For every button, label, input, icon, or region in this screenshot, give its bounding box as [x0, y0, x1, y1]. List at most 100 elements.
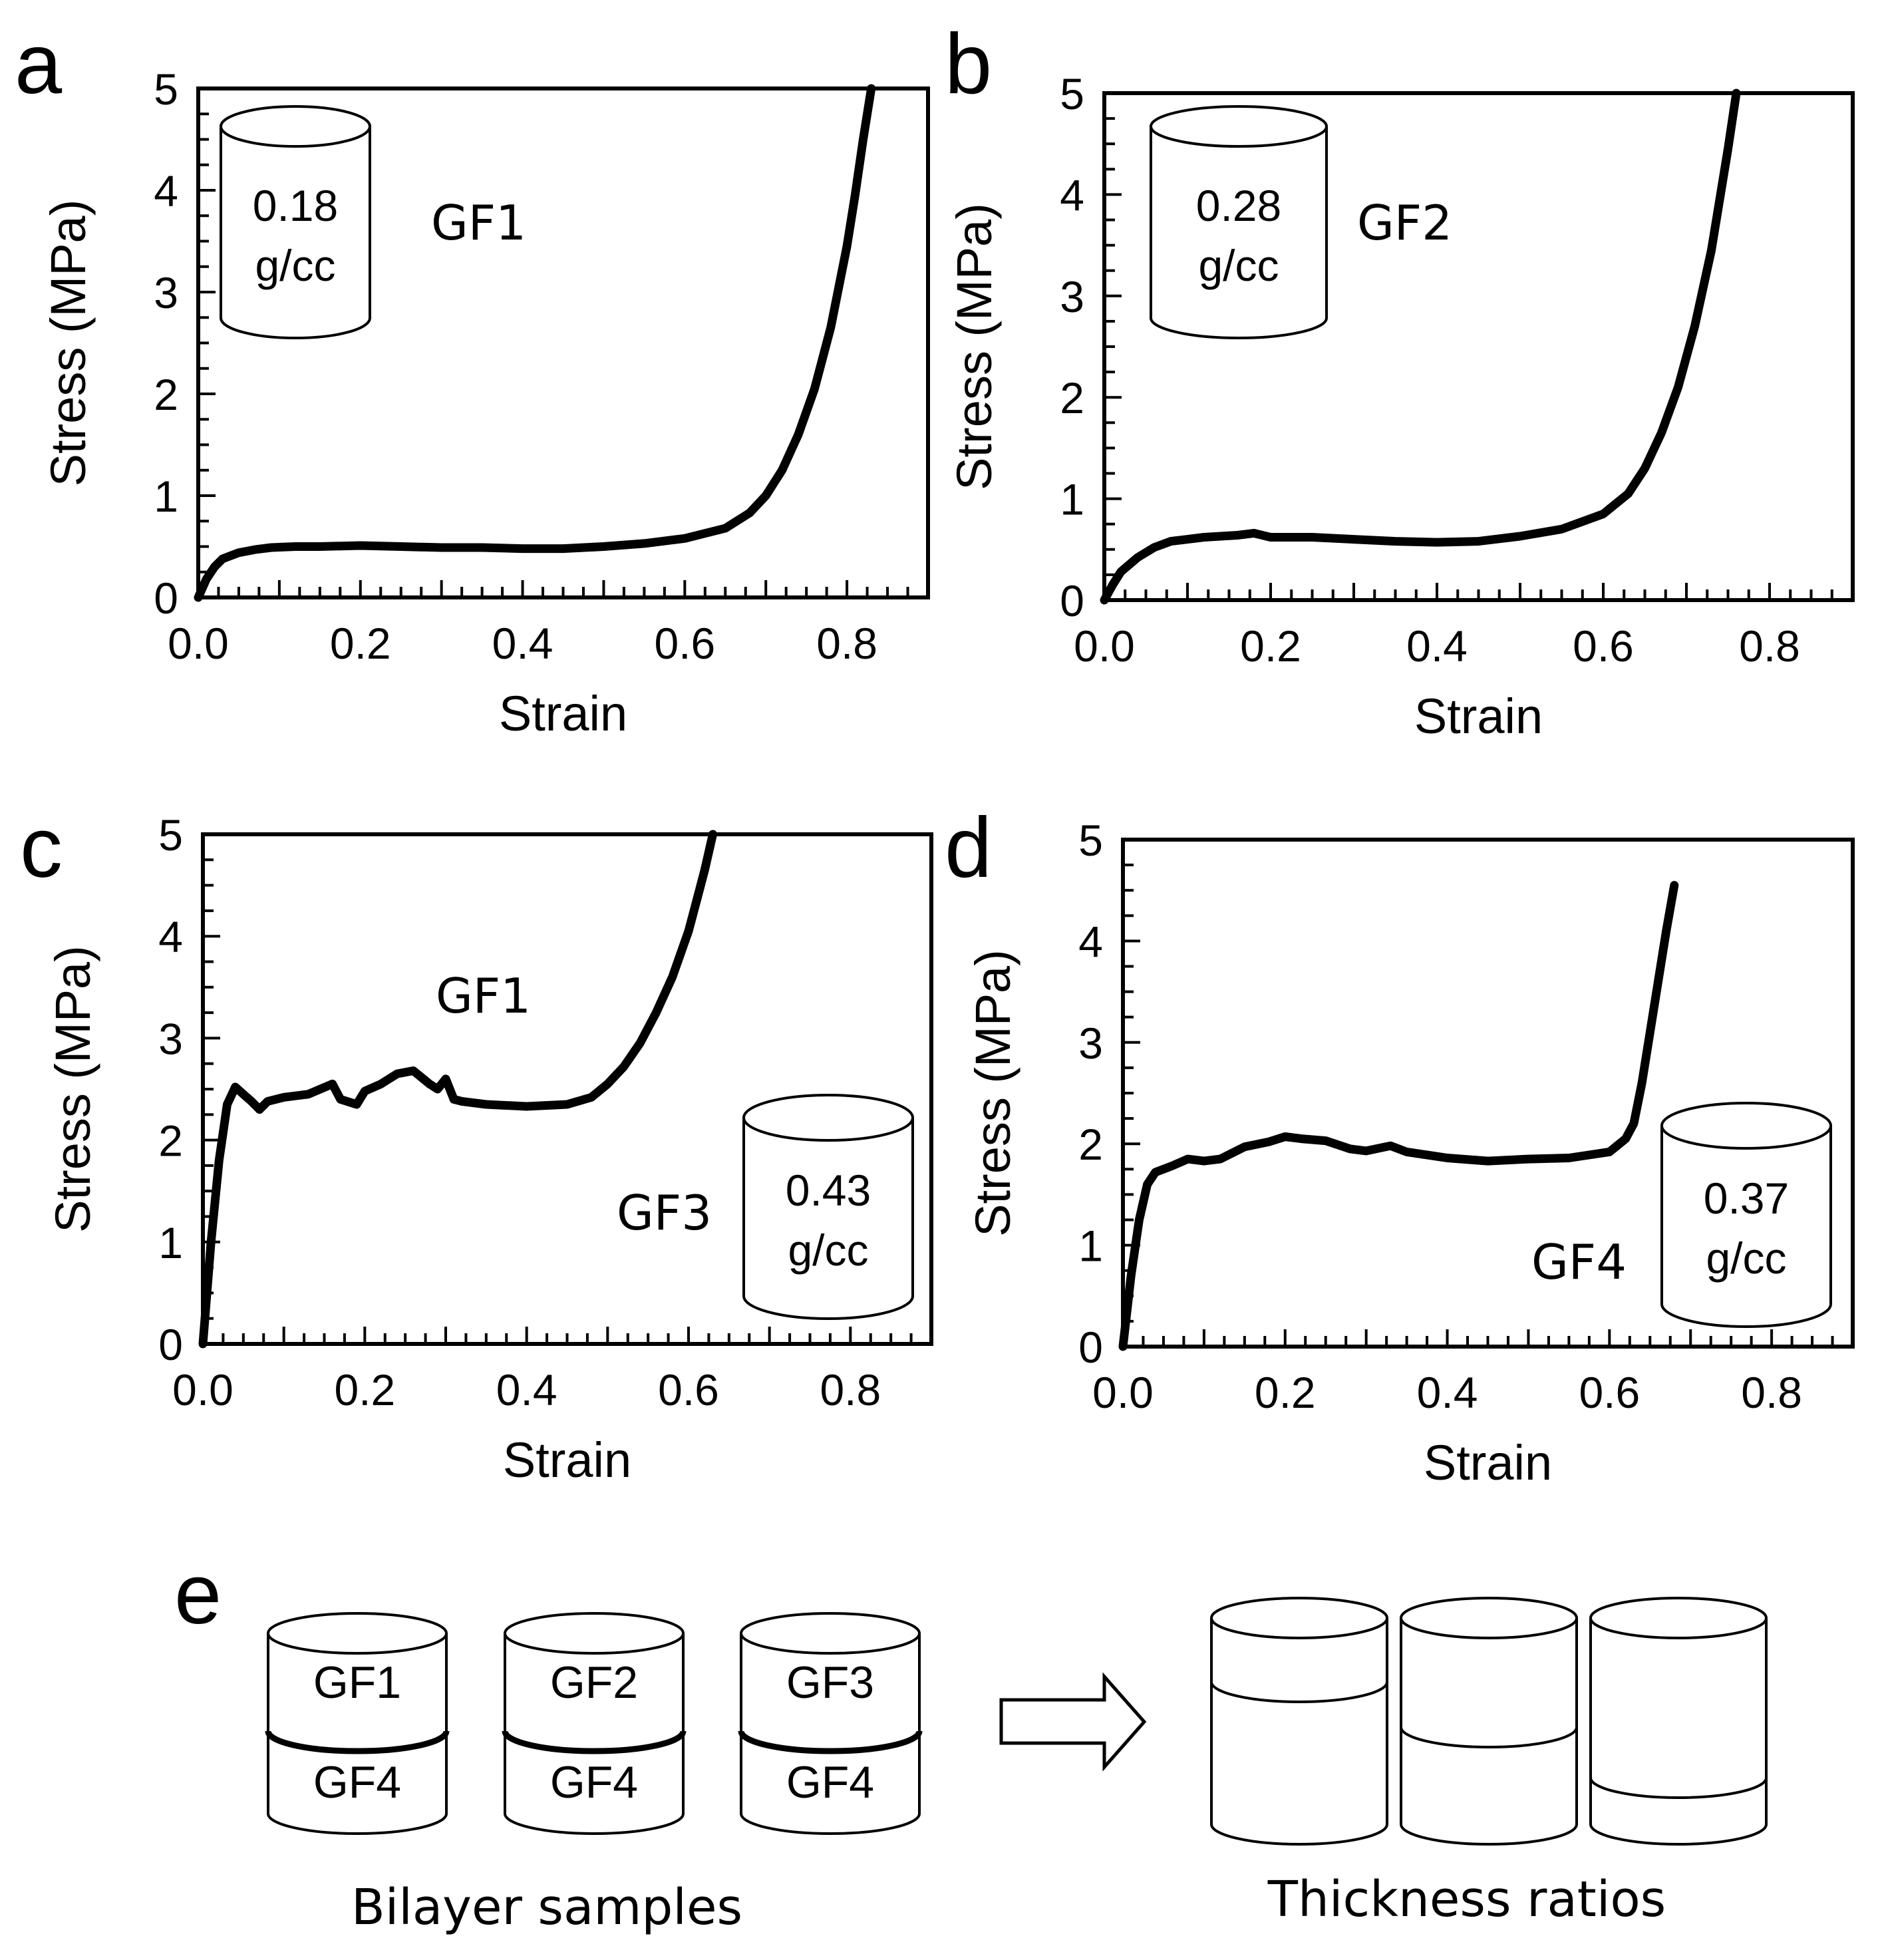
y-tick-label: 5 — [154, 65, 178, 114]
x-axis-title: Strain — [503, 1432, 631, 1488]
density-unit: g/cc — [788, 1225, 868, 1275]
y-tick-label: 0 — [154, 573, 178, 623]
density-value: 0.43 — [786, 1166, 871, 1215]
layer-interface — [1400, 1726, 1578, 1748]
stress-strain-line — [1100, 88, 1741, 605]
x-tick-label: 0.0 — [1092, 1368, 1154, 1417]
x-tick-label: 0.8 — [820, 1365, 881, 1414]
y-tick-label: 1 — [158, 1218, 183, 1267]
y-tick-label: 5 — [1078, 816, 1103, 865]
density-cylinder-icon: 0.37 g/cc — [1660, 1102, 1832, 1328]
y-tick-label: 3 — [1078, 1019, 1103, 1068]
y-axis-title: Stress (MPa) — [965, 949, 1020, 1237]
x-tick-label: 0.6 — [654, 619, 715, 668]
bilayer-cylinder-icon: GF1 GF4 — [265, 1612, 450, 1835]
bottom-layer-label: GF4 — [313, 1757, 401, 1808]
cylinder-body — [1589, 1618, 1768, 1846]
top-layer-label: GF1 — [313, 1657, 401, 1708]
cylinder-top — [1210, 1597, 1388, 1639]
cylinder-body — [1400, 1618, 1578, 1846]
density-cylinder-icon: 0.43 g/cc — [742, 1094, 914, 1320]
stress-strain-line — [194, 84, 876, 602]
panel-letter-b: b — [945, 17, 992, 112]
cylinder-top — [1400, 1597, 1578, 1639]
x-tick-label: 0.2 — [1255, 1368, 1316, 1417]
sample-label: GF1 — [431, 195, 526, 251]
y-tick-label: 4 — [158, 912, 183, 961]
y-tick-label: 0 — [1078, 1323, 1103, 1372]
layer-interface — [1589, 1777, 1768, 1799]
y-axis-title: Stress (MPa) — [45, 945, 100, 1233]
x-tick-label: 0.2 — [330, 619, 391, 668]
y-tick-label: 4 — [1078, 917, 1103, 966]
ratio-cylinder-icon — [1400, 1597, 1578, 1846]
layer-interface — [502, 1730, 687, 1754]
density-cylinder-icon: 0.28 g/cc — [1150, 105, 1328, 339]
cylinder-top — [1589, 1597, 1768, 1639]
x-tick-label: 0.4 — [496, 1365, 557, 1414]
cylinder-body — [1660, 1126, 1832, 1328]
thickness-ratio-cylinders — [1210, 1597, 1768, 1846]
density-unit: g/cc — [1198, 241, 1279, 290]
density-cylinder-icon: 0.18 g/cc — [220, 105, 371, 339]
chart-panel-c: 0.0 0.2 0.4 0.6 0.8 0 1 2 3 4 5 Strain Stress (MPa) c… — [20, 800, 933, 1488]
cylinder-body — [220, 126, 371, 339]
cylinder-top — [1150, 105, 1328, 148]
bottom-layer-label: GF4 — [550, 1757, 638, 1808]
cylinder-top — [1660, 1102, 1832, 1150]
y-tick-label: 0 — [158, 1320, 183, 1369]
cylinder-top — [267, 1612, 448, 1655]
bottom-layer-label: GF4 — [786, 1757, 874, 1808]
layer-interface — [738, 1730, 923, 1754]
right-arrow-icon — [999, 1672, 1147, 1772]
panel-letter-a: a — [15, 17, 63, 112]
density-value: 0.37 — [1704, 1174, 1789, 1223]
y-tick-label: 3 — [1060, 272, 1084, 321]
y-tick-label: 4 — [154, 166, 178, 216]
cylinder-top — [742, 1094, 914, 1142]
charts-layer: 0.0 0.2 0.4 0.6 0.8 0 1 2 3 4 5 Strain Stress (MPa) a… — [15, 17, 1855, 1490]
y-tick-label: 1 — [1078, 1222, 1103, 1271]
bilayer-cylinder-icon: GF3 GF4 — [738, 1612, 923, 1835]
x-tick-label: 0.6 — [1573, 621, 1634, 671]
schematic-e: e GF1 GF4 GF2 GF4 GF3 GF4 Bilayer samples Thi… — [174, 1547, 1768, 1936]
x-tick-label: 0.8 — [1739, 621, 1800, 671]
top-layer-label: GF3 — [786, 1657, 874, 1708]
panel-letter-d: d — [945, 800, 992, 896]
x-tick-label: 0.2 — [1240, 621, 1301, 671]
layer-interface — [265, 1730, 450, 1754]
x-tick-label: 0.6 — [1579, 1368, 1640, 1417]
density-unit: g/cc — [255, 241, 335, 290]
x-tick-label: 0.6 — [658, 1365, 719, 1414]
x-tick-label: 0.8 — [816, 619, 877, 668]
layer-interface — [1210, 1681, 1388, 1703]
x-tick-label: 0.0 — [1074, 621, 1135, 671]
y-axis-title: Stress (MPa) — [947, 203, 1002, 490]
density-unit: g/cc — [1706, 1233, 1786, 1283]
x-tick-label: 0.4 — [492, 619, 553, 668]
x-tick-label: 0.2 — [334, 1365, 395, 1414]
chart-panel-b: 0.0 0.2 0.4 0.6 0.8 0 1 2 3 4 5 Strain Stress (MPa) b… — [945, 17, 1855, 744]
chart-panel-a: 0.0 0.2 0.4 0.6 0.8 0 1 2 3 4 5 Strain Stress (MPa) a… — [15, 17, 930, 741]
x-tick-label: 0.8 — [1741, 1368, 1802, 1417]
ratio-cylinder-icon — [1210, 1597, 1388, 1846]
y-tick-label: 2 — [1078, 1120, 1103, 1169]
y-tick-label: 5 — [158, 810, 183, 860]
y-tick-label: 2 — [154, 370, 178, 419]
sample-label: GF3 — [617, 1185, 712, 1241]
y-tick-label: 2 — [1060, 373, 1084, 422]
y-tick-label: 4 — [1060, 170, 1084, 220]
cylinder-body — [742, 1118, 914, 1320]
cylinder-body — [1210, 1618, 1388, 1846]
sample-label: GF1 — [436, 968, 531, 1024]
x-tick-label: 0.4 — [1406, 621, 1468, 671]
density-value: 0.18 — [253, 181, 338, 230]
x-axis-title: Strain — [1414, 689, 1543, 744]
x-tick-label: 0.0 — [168, 619, 229, 668]
stress-strain-line — [198, 830, 717, 1349]
ratio-cylinder-icon — [1589, 1597, 1768, 1846]
cylinder-body — [740, 1633, 921, 1835]
bilayer-samples: GF1 GF4 GF2 GF4 GF3 GF4 — [265, 1612, 923, 1835]
y-tick-label: 3 — [158, 1014, 183, 1063]
sample-label: GF2 — [1357, 195, 1452, 251]
